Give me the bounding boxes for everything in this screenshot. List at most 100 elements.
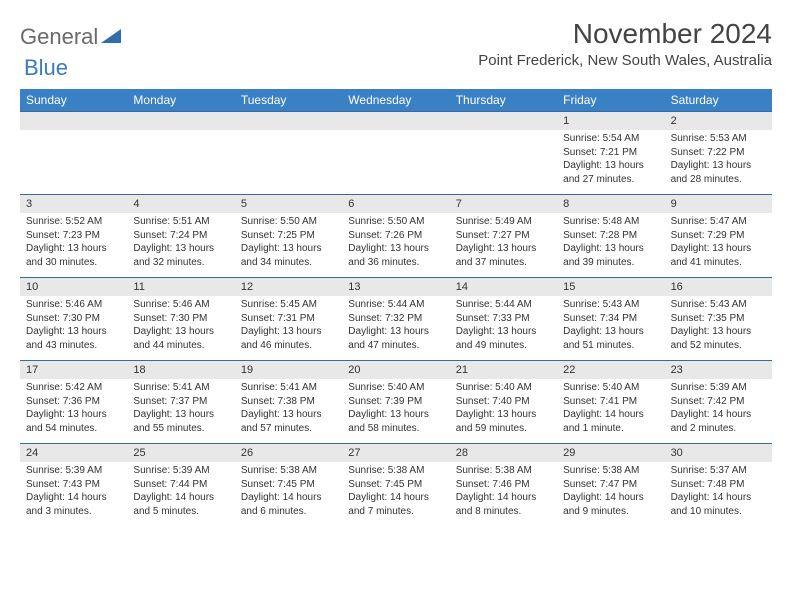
day-content: Sunrise: 5:44 AMSunset: 7:32 PMDaylight:…: [342, 296, 449, 356]
daylight-line: Daylight: 13 hours and 30 minutes.: [26, 242, 121, 269]
day-cell: [127, 112, 234, 194]
day-content: Sunrise: 5:37 AMSunset: 7:48 PMDaylight:…: [665, 462, 772, 522]
day-cell: 10Sunrise: 5:46 AMSunset: 7:30 PMDayligh…: [20, 278, 127, 360]
sunset-line: Sunset: 7:27 PM: [456, 229, 551, 243]
day-content: Sunrise: 5:42 AMSunset: 7:36 PMDaylight:…: [20, 379, 127, 439]
day-content: Sunrise: 5:51 AMSunset: 7:24 PMDaylight:…: [127, 213, 234, 273]
logo-text-general: General: [20, 24, 98, 50]
day-cell: [342, 112, 449, 194]
daylight-line: Daylight: 14 hours and 10 minutes.: [671, 491, 766, 518]
day-number: 2: [665, 112, 772, 130]
day-cell: 8Sunrise: 5:48 AMSunset: 7:28 PMDaylight…: [557, 195, 664, 277]
day-number: [20, 112, 127, 130]
sunset-line: Sunset: 7:48 PM: [671, 478, 766, 492]
day-number: [235, 112, 342, 130]
day-number: 15: [557, 278, 664, 296]
daylight-line: Daylight: 13 hours and 44 minutes.: [133, 325, 228, 352]
day-cell: 30Sunrise: 5:37 AMSunset: 7:48 PMDayligh…: [665, 444, 772, 526]
day-cell: 27Sunrise: 5:38 AMSunset: 7:45 PMDayligh…: [342, 444, 449, 526]
sunset-line: Sunset: 7:38 PM: [241, 395, 336, 409]
day-content: Sunrise: 5:40 AMSunset: 7:41 PMDaylight:…: [557, 379, 664, 439]
day-cell: 24Sunrise: 5:39 AMSunset: 7:43 PMDayligh…: [20, 444, 127, 526]
day-number: [127, 112, 234, 130]
title-block: November 2024 Point Frederick, New South…: [478, 18, 772, 69]
day-number: 10: [20, 278, 127, 296]
daylight-line: Daylight: 13 hours and 36 minutes.: [348, 242, 443, 269]
day-cell: 6Sunrise: 5:50 AMSunset: 7:26 PMDaylight…: [342, 195, 449, 277]
daylight-line: Daylight: 13 hours and 27 minutes.: [563, 159, 658, 186]
day-content: Sunrise: 5:44 AMSunset: 7:33 PMDaylight:…: [450, 296, 557, 356]
day-cell: 2Sunrise: 5:53 AMSunset: 7:22 PMDaylight…: [665, 112, 772, 194]
sunrise-line: Sunrise: 5:39 AM: [26, 464, 121, 478]
week-row: 24Sunrise: 5:39 AMSunset: 7:43 PMDayligh…: [20, 443, 772, 526]
sunrise-line: Sunrise: 5:43 AM: [563, 298, 658, 312]
day-number: [342, 112, 449, 130]
daylight-line: Daylight: 13 hours and 28 minutes.: [671, 159, 766, 186]
day-cell: 1Sunrise: 5:54 AMSunset: 7:21 PMDaylight…: [557, 112, 664, 194]
sunrise-line: Sunrise: 5:41 AM: [133, 381, 228, 395]
day-content: Sunrise: 5:38 AMSunset: 7:45 PMDaylight:…: [235, 462, 342, 522]
day-cell: 17Sunrise: 5:42 AMSunset: 7:36 PMDayligh…: [20, 361, 127, 443]
sunset-line: Sunset: 7:43 PM: [26, 478, 121, 492]
triangle-icon: [101, 27, 121, 48]
day-content: Sunrise: 5:54 AMSunset: 7:21 PMDaylight:…: [557, 130, 664, 190]
day-content: Sunrise: 5:41 AMSunset: 7:38 PMDaylight:…: [235, 379, 342, 439]
day-cell: 22Sunrise: 5:40 AMSunset: 7:41 PMDayligh…: [557, 361, 664, 443]
day-content: Sunrise: 5:43 AMSunset: 7:35 PMDaylight:…: [665, 296, 772, 356]
sunset-line: Sunset: 7:45 PM: [348, 478, 443, 492]
day-number: 8: [557, 195, 664, 213]
week-row: 3Sunrise: 5:52 AMSunset: 7:23 PMDaylight…: [20, 194, 772, 277]
daylight-line: Daylight: 13 hours and 37 minutes.: [456, 242, 551, 269]
day-content: Sunrise: 5:45 AMSunset: 7:31 PMDaylight:…: [235, 296, 342, 356]
sunset-line: Sunset: 7:32 PM: [348, 312, 443, 326]
day-cell: [20, 112, 127, 194]
day-cell: 18Sunrise: 5:41 AMSunset: 7:37 PMDayligh…: [127, 361, 234, 443]
sunset-line: Sunset: 7:33 PM: [456, 312, 551, 326]
sunset-line: Sunset: 7:31 PM: [241, 312, 336, 326]
sunrise-line: Sunrise: 5:39 AM: [671, 381, 766, 395]
day-cell: 16Sunrise: 5:43 AMSunset: 7:35 PMDayligh…: [665, 278, 772, 360]
sunrise-line: Sunrise: 5:47 AM: [671, 215, 766, 229]
day-content: Sunrise: 5:46 AMSunset: 7:30 PMDaylight:…: [127, 296, 234, 356]
day-cell: 5Sunrise: 5:50 AMSunset: 7:25 PMDaylight…: [235, 195, 342, 277]
day-number: 3: [20, 195, 127, 213]
week-row: 17Sunrise: 5:42 AMSunset: 7:36 PMDayligh…: [20, 360, 772, 443]
sunset-line: Sunset: 7:30 PM: [133, 312, 228, 326]
sunset-line: Sunset: 7:35 PM: [671, 312, 766, 326]
sunrise-line: Sunrise: 5:52 AM: [26, 215, 121, 229]
weekday-header-row: Sunday Monday Tuesday Wednesday Thursday…: [20, 89, 772, 111]
day-number: 29: [557, 444, 664, 462]
daylight-line: Daylight: 13 hours and 51 minutes.: [563, 325, 658, 352]
sunrise-line: Sunrise: 5:44 AM: [348, 298, 443, 312]
daylight-line: Daylight: 14 hours and 9 minutes.: [563, 491, 658, 518]
weekday-header: Monday: [127, 89, 234, 111]
day-content: Sunrise: 5:50 AMSunset: 7:26 PMDaylight:…: [342, 213, 449, 273]
day-content: Sunrise: 5:40 AMSunset: 7:39 PMDaylight:…: [342, 379, 449, 439]
day-number: 14: [450, 278, 557, 296]
day-content: Sunrise: 5:50 AMSunset: 7:25 PMDaylight:…: [235, 213, 342, 273]
sunset-line: Sunset: 7:30 PM: [26, 312, 121, 326]
day-number: 5: [235, 195, 342, 213]
day-number: 4: [127, 195, 234, 213]
day-number: 16: [665, 278, 772, 296]
day-content: Sunrise: 5:46 AMSunset: 7:30 PMDaylight:…: [20, 296, 127, 356]
sunrise-line: Sunrise: 5:40 AM: [563, 381, 658, 395]
day-number: 20: [342, 361, 449, 379]
daylight-line: Daylight: 13 hours and 39 minutes.: [563, 242, 658, 269]
sunset-line: Sunset: 7:34 PM: [563, 312, 658, 326]
daylight-line: Daylight: 13 hours and 57 minutes.: [241, 408, 336, 435]
day-number: 6: [342, 195, 449, 213]
sunrise-line: Sunrise: 5:53 AM: [671, 132, 766, 146]
day-number: 28: [450, 444, 557, 462]
sunset-line: Sunset: 7:26 PM: [348, 229, 443, 243]
week-row: 10Sunrise: 5:46 AMSunset: 7:30 PMDayligh…: [20, 277, 772, 360]
sunrise-line: Sunrise: 5:39 AM: [133, 464, 228, 478]
sunrise-line: Sunrise: 5:46 AM: [133, 298, 228, 312]
day-cell: [235, 112, 342, 194]
day-content: Sunrise: 5:40 AMSunset: 7:40 PMDaylight:…: [450, 379, 557, 439]
daylight-line: Daylight: 13 hours and 46 minutes.: [241, 325, 336, 352]
day-content: Sunrise: 5:41 AMSunset: 7:37 PMDaylight:…: [127, 379, 234, 439]
daylight-line: Daylight: 14 hours and 1 minute.: [563, 408, 658, 435]
day-cell: 19Sunrise: 5:41 AMSunset: 7:38 PMDayligh…: [235, 361, 342, 443]
day-content: Sunrise: 5:53 AMSunset: 7:22 PMDaylight:…: [665, 130, 772, 190]
